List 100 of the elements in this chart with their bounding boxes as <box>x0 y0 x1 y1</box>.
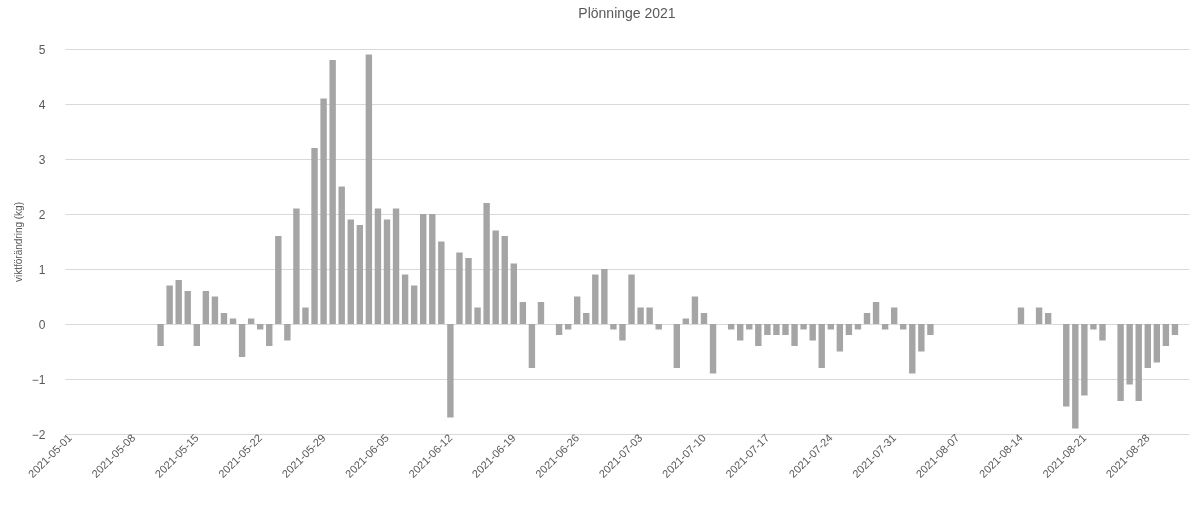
bar <box>429 214 436 324</box>
bar <box>909 324 916 374</box>
y-tick-label: 4 <box>38 97 46 112</box>
bar <box>637 307 644 324</box>
bar <box>737 324 744 341</box>
bar <box>1072 324 1079 429</box>
bar <box>275 236 282 324</box>
bar <box>510 263 517 324</box>
bar <box>583 313 590 324</box>
bar <box>709 324 717 374</box>
bar <box>311 148 318 324</box>
bar <box>845 324 853 335</box>
bar <box>900 324 907 330</box>
y-tick-label: 3 <box>38 152 46 167</box>
bar <box>555 324 563 335</box>
bar <box>800 324 807 330</box>
bar <box>528 324 536 368</box>
bar <box>329 60 336 324</box>
bar <box>166 285 173 324</box>
bar <box>1153 324 1161 363</box>
bar <box>374 208 382 324</box>
bar <box>1171 324 1179 335</box>
y-tick-label: −1 <box>31 372 46 387</box>
bar <box>175 280 182 324</box>
bar <box>764 324 771 335</box>
bar <box>383 219 391 324</box>
bar <box>881 324 889 330</box>
bar <box>447 324 454 418</box>
bar <box>193 324 200 346</box>
bar <box>238 324 246 357</box>
bar <box>220 313 228 324</box>
bar <box>619 324 626 341</box>
y-tick-label: 1 <box>38 262 46 277</box>
bar <box>755 324 762 346</box>
bar <box>420 214 427 324</box>
bar <box>356 225 364 324</box>
bar <box>573 296 581 324</box>
bar <box>1135 324 1142 401</box>
bar <box>809 324 816 341</box>
bar <box>610 324 617 330</box>
bar <box>157 324 164 346</box>
y-tick-label: 0 <box>38 317 46 332</box>
bar <box>601 269 608 324</box>
bar <box>1017 307 1025 324</box>
bar <box>1081 324 1088 396</box>
bar <box>890 307 898 324</box>
bar <box>456 252 463 324</box>
bar <box>202 291 210 324</box>
bar <box>1044 313 1052 324</box>
bar <box>655 324 662 330</box>
bar <box>401 274 409 324</box>
bar <box>1162 324 1170 346</box>
bar <box>673 324 681 368</box>
bar <box>564 324 572 330</box>
bar <box>519 302 527 324</box>
bar <box>863 313 871 324</box>
bar <box>338 186 345 324</box>
bar <box>347 219 354 324</box>
bar <box>1117 324 1124 401</box>
bar <box>1144 324 1151 368</box>
bar <box>257 324 264 330</box>
bar <box>483 203 490 324</box>
chart-title: Plönninge 2021 <box>578 5 676 21</box>
bar <box>782 324 789 335</box>
bar <box>727 324 735 330</box>
bar <box>1090 324 1097 330</box>
bar <box>827 324 834 330</box>
bar <box>392 208 400 324</box>
bar <box>836 324 844 352</box>
bar <box>1063 324 1070 407</box>
bar <box>320 98 327 324</box>
bar <box>365 54 373 324</box>
bar <box>646 307 653 324</box>
bar <box>628 274 635 324</box>
bar <box>184 291 191 324</box>
bar <box>746 324 753 330</box>
bar <box>302 307 309 324</box>
bar <box>1126 324 1133 385</box>
bar <box>918 324 925 352</box>
bar <box>1099 324 1106 341</box>
y-tick-label: 5 <box>38 42 46 57</box>
y-axis-title: viktförändring (kg) <box>12 201 24 283</box>
bar <box>854 324 862 330</box>
bar <box>293 208 300 324</box>
bar <box>474 307 481 324</box>
y-tick-label: 2 <box>38 207 46 222</box>
bar <box>773 324 780 335</box>
bar <box>927 324 934 335</box>
bar <box>691 296 699 324</box>
bar <box>592 274 599 324</box>
bar <box>211 296 219 324</box>
bar <box>818 324 825 368</box>
bar <box>266 324 273 346</box>
bar <box>700 313 708 324</box>
bar <box>284 324 291 341</box>
bar <box>438 241 445 324</box>
bar <box>791 324 798 346</box>
bar <box>872 302 880 324</box>
bar <box>410 285 418 324</box>
bar <box>501 236 508 324</box>
